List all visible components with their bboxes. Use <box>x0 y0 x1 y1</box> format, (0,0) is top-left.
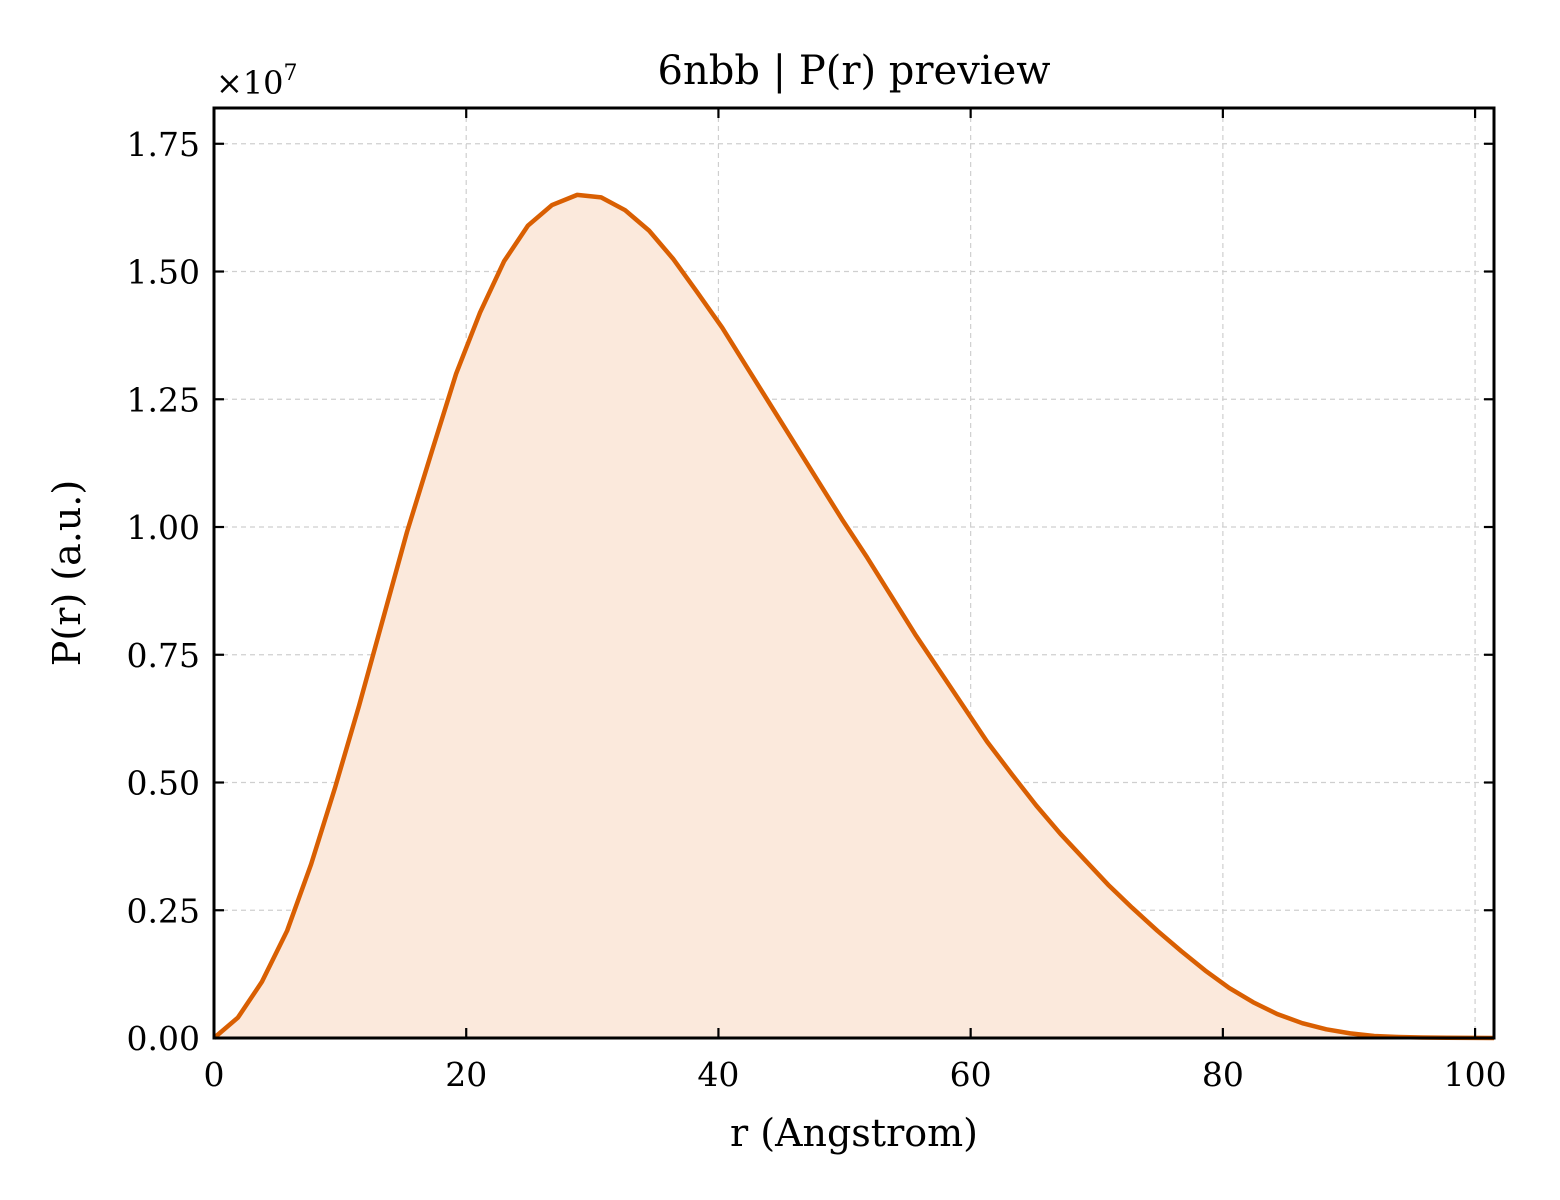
y-axis-label: P(r) (a.u.) <box>45 480 89 666</box>
y-offset-label: ×107 <box>216 61 298 102</box>
series-line <box>212 192 1495 1041</box>
y-offset-exponent: 7 <box>284 61 298 86</box>
y-tick-label: 0.00 <box>127 1019 200 1058</box>
x-tick-label: 100 <box>1444 1055 1507 1094</box>
y-offset-base: ×10 <box>216 64 284 102</box>
plot-frame <box>212 106 1496 1040</box>
chart-title: 6nbb | P(r) preview <box>658 48 1051 94</box>
y-tick-label: 1.00 <box>127 508 200 547</box>
x-tick-label: 40 <box>697 1055 739 1094</box>
x-tick-label: 80 <box>1202 1055 1244 1094</box>
axis-ticks <box>212 108 1494 1040</box>
y-tick-label: 0.75 <box>127 636 200 675</box>
y-tick-label: 1.75 <box>127 125 200 164</box>
y-tick-label: 0.25 <box>127 891 200 930</box>
y-tick-label: 1.25 <box>127 380 200 419</box>
area-fill <box>214 194 1494 1038</box>
x-tick-label: 0 <box>204 1055 225 1094</box>
x-tick-label: 60 <box>950 1055 992 1094</box>
x-axis-label: r (Angstrom) <box>730 1111 978 1155</box>
y-tick-label: 0.50 <box>127 764 200 803</box>
x-tick-label: 20 <box>445 1055 487 1094</box>
y-tick-label: 1.50 <box>127 253 200 292</box>
tick-labels: 0 20 40 60 80 100 0.00 0.25 0.50 0.75 1.00 1.25 1.50… <box>127 125 1507 1094</box>
